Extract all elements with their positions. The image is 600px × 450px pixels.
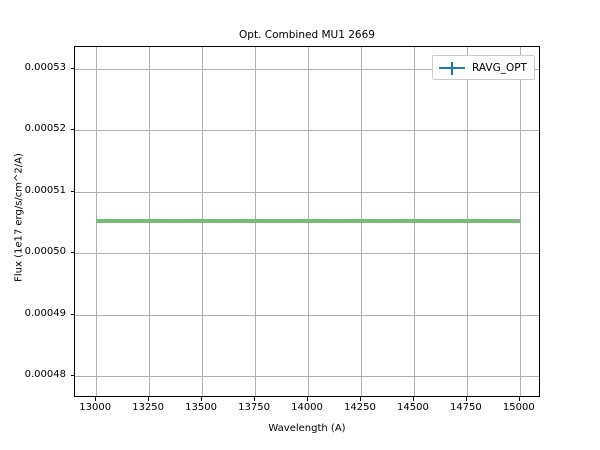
y-tick-label: 0.00050 (24, 246, 66, 258)
legend-entry-label: RAVG_OPT (472, 61, 527, 74)
plot-area (74, 46, 540, 397)
y-tick-label: 0.00049 (24, 307, 66, 319)
gridline-horizontal (75, 314, 539, 316)
gridline-horizontal (75, 376, 539, 378)
x-tick-mark (254, 397, 256, 401)
series-line-ravg-opt (96, 219, 520, 224)
legend[interactable]: RAVG_OPT (432, 55, 535, 80)
y-tick-mark (70, 67, 74, 69)
y-tick-label: 0.00052 (24, 123, 66, 135)
gridline-horizontal (75, 253, 539, 255)
x-tick-mark (359, 397, 361, 401)
gridline-horizontal (75, 130, 539, 132)
y-tick-mark (70, 129, 74, 131)
y-tick-label: 0.00053 (24, 61, 66, 73)
y-axis-label: Flux (1e17 erg/s/cm^2/A) (13, 153, 25, 282)
y-tick-label: 0.00048 (24, 369, 66, 381)
y-tick-label: 0.00051 (24, 184, 66, 196)
x-tick-label: 13750 (238, 402, 270, 413)
gridline-vertical (519, 47, 521, 396)
x-tick-mark (465, 397, 467, 401)
y-tick-mark (70, 252, 74, 254)
x-tick-label: 14500 (397, 402, 429, 413)
x-tick-label: 13500 (185, 402, 217, 413)
x-tick-mark (518, 397, 520, 401)
x-tick-mark (307, 397, 308, 401)
x-tick-label: 15000 (502, 402, 535, 413)
y-tick-mark (70, 190, 74, 192)
gridline-horizontal (75, 191, 539, 193)
y-tick-mark (70, 313, 74, 315)
y-tick-mark (70, 375, 74, 377)
chart-title: Opt. Combined MU1 2669 (239, 29, 375, 41)
x-tick-mark (95, 397, 97, 401)
x-tick-label: 13000 (79, 402, 112, 413)
x-tick-label: 13250 (132, 402, 165, 413)
x-tick-mark (148, 397, 150, 401)
x-tick-label: 14000 (291, 402, 323, 413)
x-tick-label: 14250 (344, 402, 376, 413)
x-tick-mark (201, 397, 203, 401)
x-tick-label: 14750 (449, 402, 482, 413)
errorbar-marker-icon (439, 61, 465, 75)
x-tick-mark (412, 397, 414, 401)
gridline-horizontal (75, 68, 539, 70)
x-axis-label: Wavelength (A) (268, 423, 346, 434)
